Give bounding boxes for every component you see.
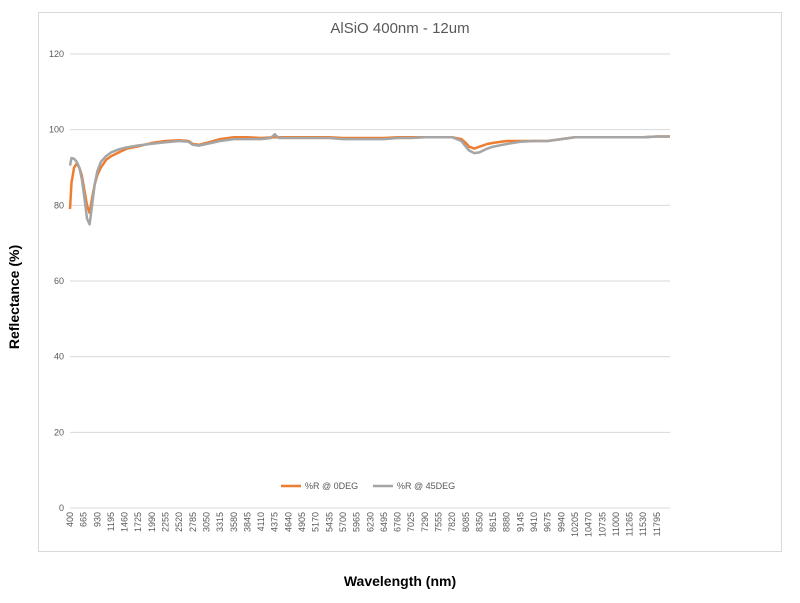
x-tick-label: 2255 [161, 512, 171, 532]
x-tick-label: 3050 [201, 512, 211, 532]
x-tick-label: 1195 [106, 512, 116, 531]
x-tick-label: 930 [92, 512, 102, 527]
x-tick-label: 6760 [393, 512, 403, 532]
y-tick-label: 80 [54, 200, 64, 210]
y-tick-label: 20 [54, 427, 64, 437]
x-tick-label: 9145 [515, 512, 525, 532]
x-tick-label: 6495 [379, 512, 389, 532]
x-tick-label: 7820 [447, 512, 457, 532]
chart-frame [38, 12, 782, 552]
y-tick-label: 60 [54, 276, 64, 286]
x-tick-labels: 400 665 930 1195 1460 1725 1990 2255 2520 2785 305… [65, 512, 662, 537]
y-tick-label: 100 [49, 125, 64, 135]
x-tick-label: 9410 [529, 512, 539, 532]
x-tick-label: 4375 [270, 512, 280, 532]
chart-title: AlSiO 400nm - 12um [330, 20, 470, 37]
x-tick-label: 3580 [229, 512, 239, 532]
x-tick-label: 7290 [420, 512, 430, 532]
y-tick-label: 0 [59, 503, 64, 513]
x-tick-label: 2785 [188, 512, 198, 532]
x-tick-label: 9675 [543, 512, 553, 532]
x-tick-label: 4905 [297, 512, 307, 532]
x-tick-label: 7025 [406, 512, 416, 532]
x-tick-label: 11000 [611, 512, 621, 536]
legend-label: %R @ 0DEG [305, 481, 358, 491]
x-tick-label: 4640 [283, 512, 293, 532]
x-tick-label: 11795 [652, 512, 662, 536]
x-tick-label: 1460 [120, 512, 130, 532]
x-tick-label: 10470 [584, 512, 594, 537]
x-tick-label: 4110 [256, 512, 266, 531]
legend-label: %R @ 45DEG [397, 481, 455, 491]
y-tick-labels: 0 20 40 60 80 100 120 [49, 49, 64, 513]
grid-layer [70, 53, 670, 509]
series-line-0 [68, 135, 670, 215]
x-tick-label: 3315 [215, 512, 225, 532]
x-tick-label: 5170 [311, 512, 321, 532]
x-tick-label: 8085 [461, 512, 471, 532]
x-tick-label: 11265 [625, 512, 635, 536]
x-tick-label: 8880 [502, 512, 512, 532]
x-tick-label: 5965 [352, 512, 362, 532]
x-tick-label: 6230 [365, 512, 375, 532]
series-layer [68, 132, 670, 226]
x-tick-label: 7555 [433, 512, 443, 532]
x-tick-label: 10205 [570, 512, 580, 537]
legend: %R @ 0DEG %R @ 45DEG [281, 481, 455, 491]
y-tick-label: 120 [49, 49, 64, 59]
x-tick-label: 3845 [242, 512, 252, 532]
x-tick-label: 5435 [324, 512, 334, 532]
x-tick-label: 11530 [638, 512, 648, 536]
series-line-1 [68, 132, 670, 226]
x-tick-label: 9940 [556, 512, 566, 532]
x-axis-title: Wavelength (nm) [343, 573, 457, 589]
x-tick-label: 8615 [488, 512, 498, 532]
x-tick-label: 5700 [338, 512, 348, 532]
x-tick-label: 2520 [174, 512, 184, 532]
x-tick-label: 8350 [474, 512, 484, 532]
y-tick-label: 40 [54, 352, 64, 362]
x-tick-label: 665 [79, 512, 89, 527]
x-tick-label: 10735 [597, 512, 607, 537]
x-tick-label: 1990 [147, 512, 157, 532]
x-tick-label: 1725 [133, 512, 143, 532]
x-tick-label: 400 [65, 512, 75, 527]
